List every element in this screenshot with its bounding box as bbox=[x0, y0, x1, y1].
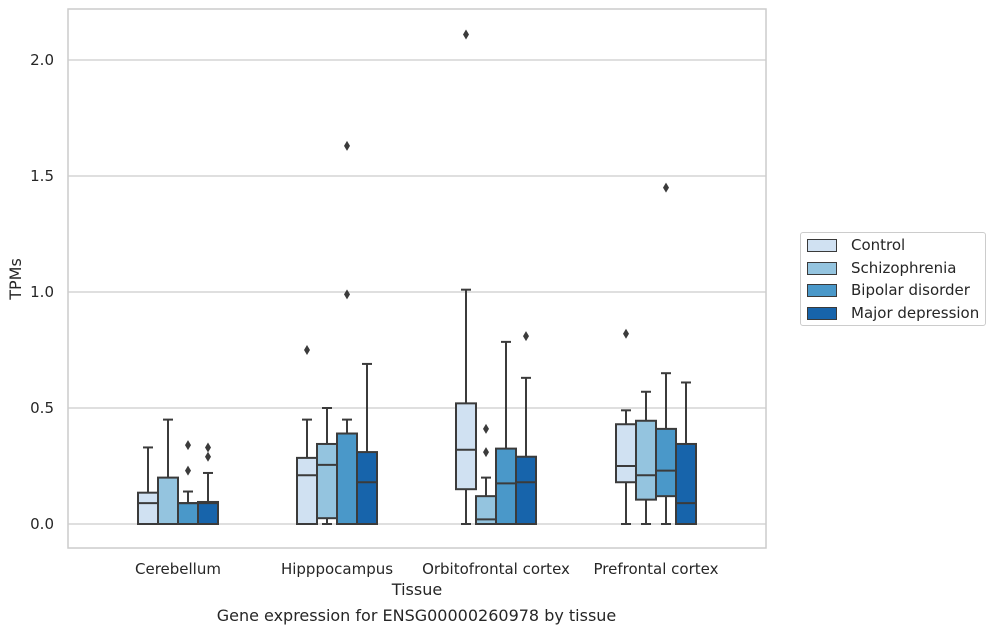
y-tick-label: 0.5 bbox=[30, 399, 54, 417]
legend-label-major-depression: Major depression bbox=[851, 304, 980, 322]
legend-label-schizophrenia: Schizophrenia bbox=[851, 259, 957, 277]
box-groups bbox=[137, 29, 697, 526]
legend-swatch-major-depression bbox=[807, 306, 837, 320]
outlier-point bbox=[483, 447, 489, 458]
legend: Control Schizophrenia Bipolar disorder M… bbox=[800, 232, 986, 326]
legend-swatch-control bbox=[807, 238, 837, 252]
box-iqr bbox=[296, 456, 318, 526]
box-bipolar-disorder-hipppocampus bbox=[336, 140, 358, 525]
x-tick-labels: Cerebellum Hipppocampus Orbitofrontal cort… bbox=[135, 560, 719, 578]
box-iqr bbox=[157, 476, 179, 526]
x-axis-label: Tissue bbox=[391, 580, 442, 599]
outlier-point bbox=[623, 328, 629, 339]
y-tick-label: 1.0 bbox=[30, 283, 54, 301]
y-tick-labels: 0.0 0.5 1.0 1.5 2.0 bbox=[30, 51, 54, 533]
outlier-point bbox=[463, 29, 469, 40]
outlier-point bbox=[663, 182, 669, 193]
box-major-depression-cerebellum bbox=[197, 442, 219, 525]
box-major-depression-orbitofrontal-cortex bbox=[515, 331, 537, 525]
outlier-point bbox=[205, 442, 211, 453]
legend-item-control: Control bbox=[807, 235, 905, 255]
box-iqr bbox=[675, 442, 697, 525]
legend-label-bipolar-disorder: Bipolar disorder bbox=[851, 281, 970, 299]
box-schizophrenia-cerebellum bbox=[157, 418, 179, 526]
box-iqr bbox=[137, 491, 159, 525]
x-tick-label: Prefrontal cortex bbox=[594, 560, 719, 578]
legend-item-bipolar-disorder: Bipolar disorder bbox=[807, 280, 970, 300]
box-iqr bbox=[356, 451, 378, 525]
box-control-cerebellum bbox=[137, 446, 159, 525]
box-major-depression-hipppocampus bbox=[356, 362, 378, 525]
box-control-orbitofrontal-cortex bbox=[455, 29, 477, 525]
outlier-point bbox=[483, 423, 489, 434]
box-iqr bbox=[515, 455, 537, 525]
legend-item-major-depression: Major depression bbox=[807, 303, 979, 323]
legend-label-control: Control bbox=[851, 236, 906, 254]
x-tick-label: Cerebellum bbox=[135, 560, 221, 578]
outlier-point bbox=[344, 289, 350, 300]
y-axis-label: TPMs bbox=[6, 258, 25, 301]
box-iqr bbox=[177, 502, 199, 525]
box-iqr bbox=[197, 500, 219, 525]
y-tick-label: 1.5 bbox=[30, 167, 54, 185]
outlier-point bbox=[185, 465, 191, 476]
box-iqr bbox=[655, 427, 677, 498]
outlier-point bbox=[185, 440, 191, 451]
y-tick-label: 0.0 bbox=[30, 515, 54, 533]
chart-caption: Gene expression for ENSG00000260978 by t… bbox=[216, 606, 617, 625]
outlier-point bbox=[523, 331, 529, 342]
box-bipolar-disorder-prefrontal-cortex bbox=[655, 182, 677, 525]
box-schizophrenia-hipppocampus bbox=[316, 407, 338, 525]
box-control-prefrontal-cortex bbox=[615, 328, 637, 525]
plot-frame bbox=[67, 8, 767, 549]
legend-swatch-schizophrenia bbox=[807, 261, 837, 275]
legend-item-schizophrenia: Schizophrenia bbox=[807, 258, 956, 278]
x-tick-label: Hipppocampus bbox=[281, 560, 393, 578]
box-iqr bbox=[455, 402, 477, 491]
box-iqr bbox=[336, 432, 358, 525]
box-iqr bbox=[615, 423, 637, 484]
x-tick-label: Orbitofrontal cortex bbox=[422, 560, 570, 578]
box-iqr bbox=[635, 419, 657, 501]
box-iqr bbox=[495, 447, 517, 526]
box-control-hipppocampus bbox=[296, 345, 318, 526]
box-major-depression-prefrontal-cortex bbox=[675, 381, 697, 525]
box-bipolar-disorder-orbitofrontal-cortex bbox=[495, 340, 517, 526]
outlier-point bbox=[304, 345, 310, 355]
box-schizophrenia-prefrontal-cortex bbox=[635, 390, 657, 525]
box-iqr bbox=[316, 442, 338, 520]
outlier-point bbox=[344, 140, 350, 151]
y-tick-label: 2.0 bbox=[30, 51, 54, 69]
outlier-point bbox=[205, 451, 211, 462]
box-schizophrenia-orbitofrontal-cortex bbox=[475, 423, 497, 526]
box-bipolar-disorder-cerebellum bbox=[177, 440, 199, 525]
legend-swatch-bipolar-disorder bbox=[807, 283, 837, 297]
